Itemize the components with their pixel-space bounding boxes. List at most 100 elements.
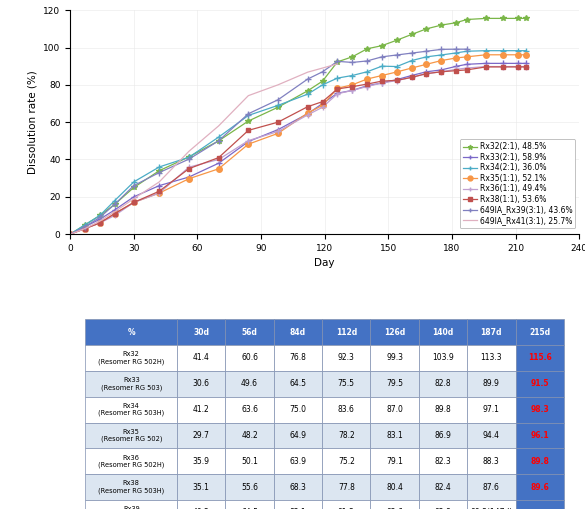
Rx36(1:1), 49.4% [274, 128, 281, 134]
Rx33(2:1), 58.9% [319, 100, 326, 106]
Rx33(2:1), 58.9% [408, 72, 415, 78]
Rx33(2:1), 58.9% [81, 223, 88, 230]
649IA_Rx39(3:1), 43.6% [245, 111, 252, 117]
649IA_Rx39(3:1), 43.6% [378, 54, 386, 60]
Rx34(2:1), 36.0% [522, 48, 529, 54]
Rx35(1:1), 52.1% [111, 211, 118, 217]
649IA_Rx39(3:1), 43.6% [67, 231, 74, 237]
Rx33(2:1), 58.9% [156, 183, 163, 189]
Line: Rx35(1:1), 52.1%: Rx35(1:1), 52.1% [67, 52, 529, 237]
Rx34(2:1), 36.0% [81, 222, 88, 228]
Rx32(2:1), 48.5% [349, 54, 356, 60]
649IA_Rx39(3:1), 43.6% [334, 58, 341, 64]
Rx34(2:1), 36.0% [274, 102, 281, 108]
Rx38(1:1), 53.6% [111, 211, 118, 217]
649IA_Rx39(3:1), 43.6% [363, 58, 371, 64]
Rx35(1:1), 52.1% [304, 110, 311, 116]
649IA_Rx39(3:1), 43.6% [185, 156, 192, 162]
Rx36(1:1), 49.4% [349, 88, 356, 94]
649IA_Rx41(3:1), 25.7% [81, 225, 88, 232]
Rx33(2:1), 58.9% [245, 138, 252, 145]
Rx34(2:1), 36.0% [463, 48, 470, 54]
Rx38(1:1), 53.6% [514, 64, 521, 70]
649IA_Rx39(3:1), 43.6% [111, 201, 118, 207]
Rx36(1:1), 49.4% [393, 77, 400, 83]
X-axis label: Day: Day [314, 259, 335, 268]
649IA_Rx39(3:1), 43.6% [319, 69, 326, 75]
Rx36(1:1), 49.4% [304, 112, 311, 118]
649IA_Rx41(3:1), 25.7% [245, 93, 252, 99]
649IA_Rx39(3:1), 43.6% [215, 138, 222, 144]
Rx32(2:1), 48.5% [245, 118, 252, 124]
Rx32(2:1), 48.5% [111, 201, 118, 207]
649IA_Rx39(3:1), 43.6% [97, 214, 104, 220]
Rx32(2:1), 48.5% [378, 43, 386, 49]
Rx35(1:1), 52.1% [393, 69, 400, 75]
649IA_Rx41(3:1), 25.7% [334, 61, 341, 67]
Rx34(2:1), 36.0% [111, 197, 118, 204]
Line: Rx32(2:1), 48.5%: Rx32(2:1), 48.5% [67, 16, 529, 237]
649IA_Rx39(3:1), 43.6% [408, 50, 415, 56]
Y-axis label: Dissolution rate (%): Dissolution rate (%) [27, 70, 37, 174]
Rx34(2:1), 36.0% [349, 72, 356, 78]
Rx35(1:1), 52.1% [349, 82, 356, 88]
Rx38(1:1), 53.6% [463, 67, 470, 73]
Rx35(1:1), 52.1% [500, 52, 507, 58]
Rx36(1:1), 49.4% [500, 64, 507, 70]
Rx32(2:1), 48.5% [185, 154, 192, 160]
Line: Rx36(1:1), 49.4%: Rx36(1:1), 49.4% [67, 63, 529, 238]
Rx38(1:1), 53.6% [215, 155, 222, 161]
Rx35(1:1), 52.1% [130, 200, 137, 206]
649IA_Rx39(3:1), 43.6% [81, 223, 88, 230]
Rx34(2:1), 36.0% [363, 69, 371, 75]
Rx38(1:1), 53.6% [482, 64, 489, 70]
649IA_Rx39(3:1), 43.6% [423, 48, 430, 54]
Rx36(1:1), 49.4% [453, 66, 460, 72]
Rx38(1:1), 53.6% [334, 86, 341, 92]
Rx36(1:1), 49.4% [215, 156, 222, 162]
Rx33(2:1), 58.9% [274, 127, 281, 133]
649IA_Rx39(3:1), 43.6% [304, 76, 311, 82]
Line: Rx33(2:1), 58.9%: Rx33(2:1), 58.9% [67, 60, 529, 238]
Rx36(1:1), 49.4% [438, 69, 445, 75]
Rx34(2:1), 36.0% [393, 64, 400, 70]
Rx36(1:1), 49.4% [334, 91, 341, 97]
Rx33(2:1), 58.9% [130, 194, 137, 200]
Line: Rx34(2:1), 36.0%: Rx34(2:1), 36.0% [67, 47, 529, 238]
Rx38(1:1), 53.6% [363, 81, 371, 87]
Rx34(2:1), 36.0% [334, 75, 341, 81]
Rx38(1:1), 53.6% [185, 165, 192, 172]
Rx32(2:1), 48.5% [97, 212, 104, 218]
Rx32(2:1), 48.5% [408, 32, 415, 38]
649IA_Rx41(3:1), 25.7% [156, 179, 163, 185]
Rx35(1:1), 52.1% [97, 220, 104, 226]
649IA_Rx39(3:1), 43.6% [156, 169, 163, 176]
Rx32(2:1), 48.5% [334, 59, 341, 65]
Rx33(2:1), 58.9% [514, 61, 521, 67]
Rx38(1:1), 53.6% [423, 71, 430, 77]
Rx34(2:1), 36.0% [453, 50, 460, 56]
Rx33(2:1), 58.9% [500, 61, 507, 67]
Rx35(1:1), 52.1% [482, 52, 489, 58]
Rx35(1:1), 52.1% [274, 130, 281, 136]
Legend: Rx32(2:1), 48.5%, Rx33(2:1), 58.9%, Rx34(2:1), 36.0%, Rx35(1:1), 52.1%, Rx36(1:1: Rx32(2:1), 48.5%, Rx33(2:1), 58.9%, Rx34… [460, 139, 575, 228]
Rx34(2:1), 36.0% [156, 164, 163, 170]
649IA_Rx41(3:1), 25.7% [319, 65, 326, 71]
Rx38(1:1), 53.6% [349, 83, 356, 90]
Rx33(2:1), 58.9% [97, 216, 104, 222]
Rx34(2:1), 36.0% [185, 154, 192, 160]
Rx32(2:1), 48.5% [215, 138, 222, 144]
Rx33(2:1), 58.9% [334, 90, 341, 96]
Rx33(2:1), 58.9% [393, 76, 400, 82]
Rx36(1:1), 49.4% [482, 64, 489, 70]
Rx34(2:1), 36.0% [500, 48, 507, 54]
649IA_Rx39(3:1), 43.6% [130, 183, 137, 189]
Rx34(2:1), 36.0% [215, 134, 222, 140]
Rx35(1:1), 52.1% [378, 72, 386, 78]
Rx32(2:1), 48.5% [453, 20, 460, 26]
Rx32(2:1), 48.5% [156, 167, 163, 174]
Rx35(1:1), 52.1% [463, 54, 470, 60]
Rx36(1:1), 49.4% [378, 80, 386, 86]
Rx35(1:1), 52.1% [423, 61, 430, 67]
Line: Rx38(1:1), 53.6%: Rx38(1:1), 53.6% [68, 65, 528, 236]
